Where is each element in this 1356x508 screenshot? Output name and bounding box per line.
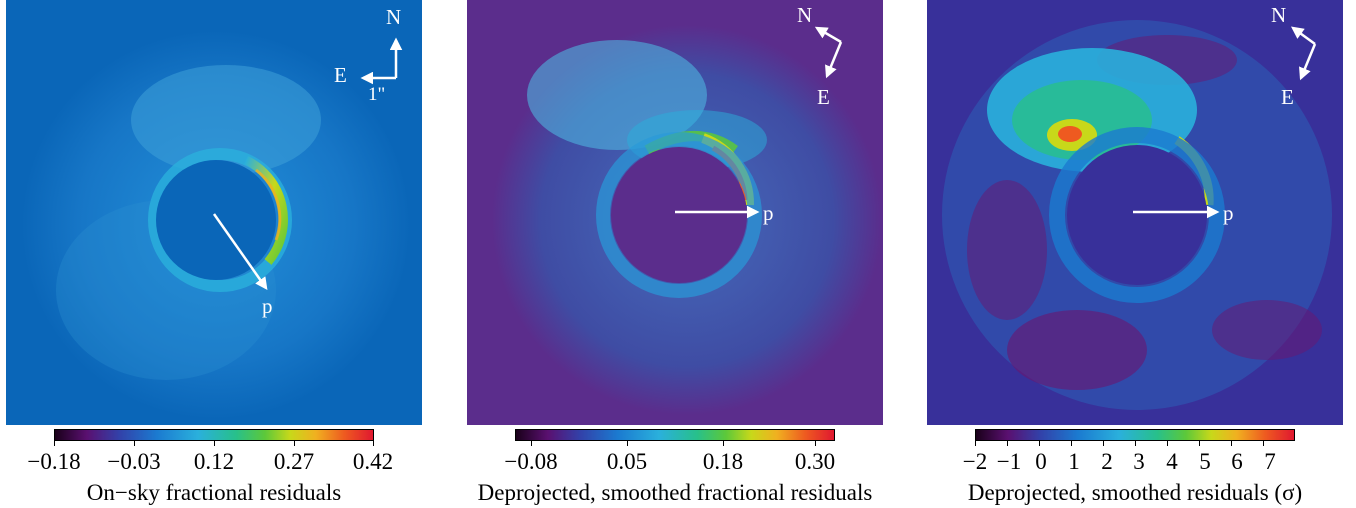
colorbar-ticks: [54, 441, 374, 449]
position-angle-label: p: [262, 294, 273, 318]
compass-n-label: N: [1271, 3, 1286, 27]
colorbar-title: On−sky fractional residuals: [86, 480, 342, 505]
position-angle-label: p: [1223, 201, 1234, 225]
panel-deprojected-sigma: N E p −2 −1 0 1 2 3 4 5 6 7 Deprojected,…: [927, 0, 1343, 508]
compass-e-label: E: [817, 85, 830, 109]
tick-label: −0.08: [504, 449, 558, 474]
colorbar-tick-labels: −0.08 0.05 0.18 0.30: [467, 449, 883, 475]
colorbar: [975, 429, 1295, 441]
tick-label: 3: [1133, 449, 1145, 474]
colorbar-tick-labels: −2 −1 0 1 2 3 4 5 6 7: [927, 449, 1343, 475]
tick-label: 5: [1199, 449, 1211, 474]
compass-n-label: N: [386, 5, 401, 29]
compass-e-label: E: [1281, 85, 1294, 109]
compass-e-label: E: [334, 63, 347, 87]
colorbar-title: Deprojected, smoothed fractional residua…: [477, 480, 873, 505]
scale-label: 1": [368, 84, 385, 105]
tick-label: 2: [1101, 449, 1113, 474]
colorbar-title: Deprojected, smoothed residuals (σ): [967, 480, 1303, 505]
tick-label: −0.18: [27, 449, 81, 474]
compass-n-label: N: [797, 3, 812, 27]
tick-label: 0.42: [352, 449, 394, 474]
tick-label: 0: [1035, 449, 1047, 474]
onsky-residual-image: N E 1" p: [6, 0, 422, 425]
tick-label: 1: [1068, 449, 1080, 474]
colorbar-ticks: [515, 441, 835, 449]
tick-label: 0.18: [702, 449, 744, 474]
tick-label: 0.05: [606, 449, 648, 474]
panel-deprojected-fractional: N E p −0.08 0.05 0.18 0.30 Deprojected, …: [467, 0, 883, 508]
tick-label: −0.03: [107, 449, 161, 474]
colorbar: [515, 429, 835, 441]
colorbar: [54, 429, 374, 441]
tick-label: −1: [996, 449, 1022, 474]
colorbar-ticks: [975, 441, 1295, 449]
deprojected-sigma-image: N E p: [927, 0, 1343, 425]
tick-label: 0.12: [193, 449, 235, 474]
position-angle-label: p: [763, 201, 774, 225]
deprojected-fractional-image: N E p: [467, 0, 883, 425]
tick-label: −2: [962, 449, 988, 474]
tick-label: 7: [1264, 449, 1276, 474]
panel-onsky: N E 1" p −0.18 −0.03 0.12 0.27 0.42 On−s…: [6, 0, 422, 508]
tick-label: 4: [1166, 449, 1178, 474]
tick-label: 0.30: [794, 449, 836, 474]
colorbar-tick-labels: −0.18 −0.03 0.12 0.27 0.42: [6, 449, 422, 475]
tick-label: 0.27: [273, 449, 315, 474]
tick-label: 6: [1231, 449, 1243, 474]
